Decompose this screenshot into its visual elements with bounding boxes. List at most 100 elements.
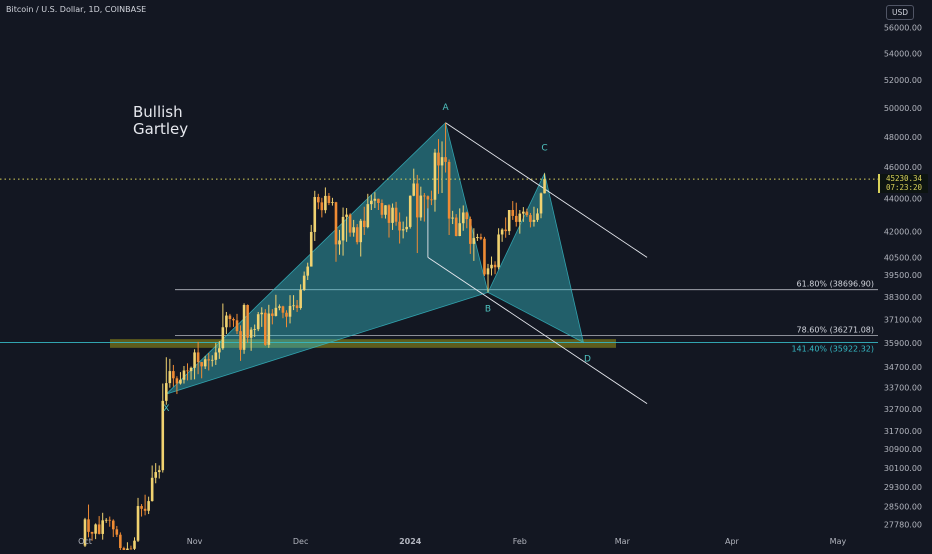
candle-body (479, 237, 483, 239)
candle-body (320, 202, 324, 211)
candle-body (366, 204, 370, 228)
candle-body (101, 520, 104, 534)
y-tick-label: 38300.00 (884, 293, 922, 302)
candle-body (334, 202, 338, 245)
candle-body (532, 219, 536, 222)
candle-body (239, 331, 242, 350)
candle-body (97, 524, 101, 534)
candle-body (500, 229, 504, 235)
pattern-point-b: B (485, 304, 491, 314)
candle-body (451, 217, 454, 219)
y-tick-label: 33700.00 (884, 384, 922, 393)
candle-body (140, 506, 143, 509)
candle-body (260, 312, 264, 315)
candle-body (401, 229, 405, 231)
candle-body (299, 289, 302, 309)
candle-body (426, 196, 430, 200)
candle-body (249, 329, 253, 338)
candle-body (398, 221, 401, 231)
candle-body (437, 152, 440, 166)
pattern-point-a: A (442, 103, 449, 113)
candle-body (168, 371, 172, 384)
candle-body (317, 197, 320, 203)
candle-body (447, 161, 451, 219)
candle-body (327, 195, 331, 203)
candle-body (514, 215, 518, 222)
candle-body (539, 193, 543, 214)
candle-body (111, 520, 115, 530)
time-axis: Oct Nov Dec 2024 Feb Mar Apr May (78, 537, 846, 546)
candle-body (218, 348, 221, 353)
candle-body (387, 205, 391, 223)
pattern-point-d: D (584, 354, 591, 364)
candle-body (536, 213, 539, 220)
candle-body (172, 371, 175, 379)
x-tick-label: Apr (725, 537, 740, 546)
y-tick-label: 50000.00 (884, 104, 922, 113)
candle-body (157, 470, 161, 473)
candle-body (94, 524, 97, 534)
candle-body (380, 202, 384, 215)
candle-body (529, 215, 532, 222)
candle-body (345, 214, 348, 217)
candle-body (490, 264, 493, 269)
candle-body (232, 318, 235, 321)
y-tick-label: 30100.00 (884, 464, 922, 473)
y-tick-label: 48000.00 (884, 133, 922, 142)
candle-body (525, 211, 529, 216)
y-tick-label: 40500.00 (884, 253, 922, 262)
candle-body (341, 216, 345, 241)
candle-body (469, 219, 472, 244)
candle-body (302, 275, 306, 290)
candle-body (497, 234, 500, 268)
candle-body (362, 220, 366, 228)
x-tick-label: Feb (513, 537, 527, 546)
candle-body (324, 195, 327, 211)
candle-body (394, 207, 398, 222)
candle-body (285, 312, 288, 317)
candle-body (200, 362, 203, 367)
candle-body (511, 210, 515, 216)
candle-body (440, 157, 444, 166)
candle-body (87, 519, 90, 532)
candle-body (175, 378, 179, 384)
candle-body (196, 352, 200, 363)
last-price-value: 45230.34 (885, 174, 923, 183)
fib-label: 78.60% (36271.08) (797, 326, 874, 335)
candle-body (161, 400, 165, 471)
candle-body (271, 313, 274, 316)
candle-body (207, 359, 211, 361)
pattern-point-labels: X A B C D (163, 103, 591, 414)
price-axis: 56000.00 54000.00 52000.00 50000.00 48000.00… (884, 24, 922, 530)
candle-body (518, 213, 522, 222)
y-tick-label: 27780.00 (884, 521, 922, 530)
candle-body (221, 327, 225, 349)
candle-body (405, 226, 408, 230)
y-tick-label: 29300.00 (884, 483, 922, 492)
pattern-annotation-line2: Gartley (133, 120, 189, 138)
channel-lower-line (427, 257, 648, 405)
candle-body (331, 202, 334, 203)
candle-body (408, 195, 412, 227)
x-tick-label: 2024 (399, 537, 422, 546)
x-tick-label: May (830, 537, 847, 546)
candle-body (472, 238, 476, 244)
pattern-triangle-bcd (487, 172, 585, 344)
candle-body (454, 217, 458, 237)
candle-body (377, 198, 380, 203)
candle-body (253, 329, 256, 330)
support-zone-band (110, 339, 616, 348)
channel-upper-line (445, 122, 648, 258)
chart-title: Bitcoin / U.S. Dollar, 1D, COINBASE (6, 5, 147, 14)
x-tick-label: Nov (187, 537, 203, 546)
y-tick-label: 31700.00 (884, 427, 922, 436)
candle-body (522, 211, 525, 214)
candles (83, 122, 546, 554)
candle-body (483, 238, 486, 275)
currency-button[interactable]: USD (886, 5, 914, 20)
y-tick-label: 56000.00 (884, 24, 922, 33)
x-tick-label: Mar (615, 537, 631, 546)
candle-body (83, 519, 87, 546)
